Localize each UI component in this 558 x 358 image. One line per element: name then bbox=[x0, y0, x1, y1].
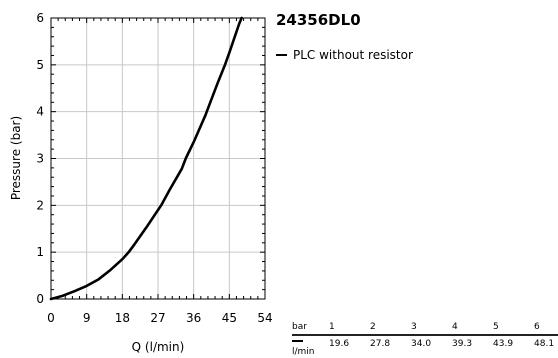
table-cell: 34.0 bbox=[411, 339, 432, 349]
x-tick-label: 45 bbox=[222, 311, 237, 325]
x-tick-label: 18 bbox=[115, 311, 130, 325]
table-cell: 48.1 bbox=[534, 339, 555, 349]
chart-grid bbox=[50, 17, 266, 300]
x-tick-label: 9 bbox=[83, 311, 91, 325]
table-row: l/min 19.6 27.8 34.0 39.3 43.9 48.1 bbox=[292, 335, 558, 357]
table-header-row: bar 1 2 3 4 5 6 bbox=[292, 322, 558, 336]
y-tick-label: 6 bbox=[36, 11, 44, 25]
y-tick-label: 5 bbox=[36, 58, 44, 72]
x-axis-label: Q (l/min) bbox=[132, 340, 185, 354]
chart-title: 24356DL0 bbox=[276, 11, 361, 29]
table-header-cell: 2 bbox=[370, 322, 376, 332]
y-tick-label: 2 bbox=[36, 198, 44, 212]
legend-swatch bbox=[276, 54, 287, 56]
table-header-cell: 1 bbox=[329, 322, 335, 332]
table-cell: 43.9 bbox=[493, 339, 514, 349]
table-divider bbox=[292, 334, 558, 336]
table-cell: 39.3 bbox=[452, 339, 473, 349]
table-header-cell: 3 bbox=[411, 322, 417, 332]
x-tick-label: 0 bbox=[47, 311, 55, 325]
table-series-swatch bbox=[292, 340, 303, 342]
legend-label: PLC without resistor bbox=[293, 48, 413, 62]
y-tick-label: 0 bbox=[36, 292, 44, 306]
chart-series bbox=[49, 16, 243, 301]
table-row-unit: l/min bbox=[292, 347, 315, 357]
table-header-cell: 5 bbox=[493, 322, 499, 332]
x-tick-label: 27 bbox=[150, 311, 165, 325]
y-tick-label: 1 bbox=[36, 245, 44, 259]
table-cell: 27.8 bbox=[370, 339, 391, 349]
y-axis-label: Pressure (bar) bbox=[9, 116, 23, 200]
table-header-cell: 4 bbox=[452, 322, 458, 332]
x-tick-label: 54 bbox=[257, 311, 272, 325]
data-table: bar 1 2 3 4 5 6 l/min 19.6 27.8 34.0 39.… bbox=[292, 322, 558, 357]
table-header-unit: bar bbox=[292, 322, 307, 332]
y-tick-label: 3 bbox=[36, 152, 44, 166]
legend: PLC without resistor bbox=[276, 48, 413, 62]
series-line bbox=[49, 16, 243, 301]
x-tick-label: 36 bbox=[186, 311, 201, 325]
table-header-cell: 6 bbox=[534, 322, 540, 332]
y-tick-label: 4 bbox=[36, 105, 44, 119]
table-cell: 19.6 bbox=[329, 339, 350, 349]
